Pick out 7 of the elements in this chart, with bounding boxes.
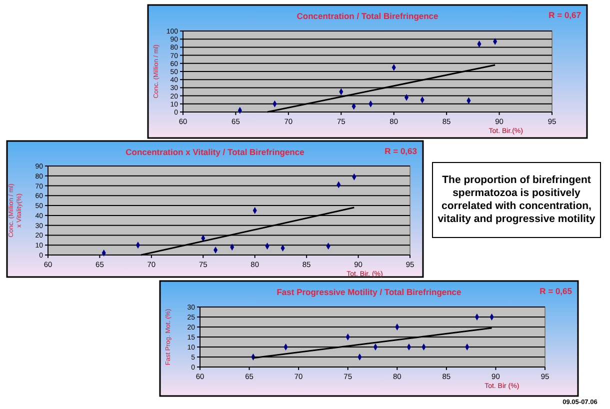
chart-title: Concentration / Total Birefringence	[296, 11, 439, 21]
text: The proportion of birefringent spermatozoa is positively correlated with concentration, vitality and progressive motility	[432, 162, 601, 238]
chart-title: Concentration x Vitality / Total Birefringence	[126, 147, 305, 157]
text: R = 0,65	[540, 286, 572, 296]
text: R = 0,63	[384, 146, 418, 156]
chart-title: Fast Progressive Motility / Total Birefringence	[276, 287, 462, 297]
text: R = 0,67	[548, 10, 582, 20]
